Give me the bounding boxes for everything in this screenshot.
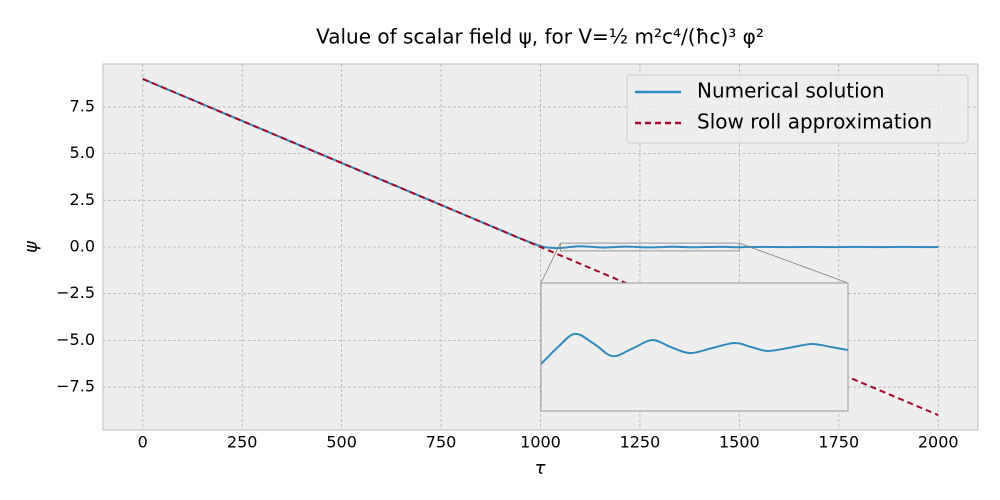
legend-label: Numerical solution [697,79,885,103]
axes-frame [102,63,979,431]
series-line [541,332,848,365]
inset-lines [541,332,848,365]
inset-area [540,282,849,412]
x-tick-label: 2000 [918,433,959,452]
x-tick-label: 1250 [620,433,661,452]
zoom-connector [540,242,561,284]
ticks: 0 250 500 750 1000 1250 1500 1750 2000 −7.5 −5.0 −2… [56,96,958,451]
x-tick-label: 250 [227,433,258,452]
y-tick-label: −5.0 [56,330,95,349]
y-tick-label: 0.0 [70,237,95,256]
x-tick-label: 1000 [520,433,561,452]
x-tick-label: 500 [326,433,357,452]
series-line [142,78,939,416]
zoom-connector [739,242,849,284]
chart-title: Value of scalar field ψ, for V=½ m²c⁴/(ħ… [316,25,764,49]
x-tick-label: 1500 [719,433,760,452]
zoom-box [559,242,740,252]
x-axis-label: τ [535,458,546,479]
y-tick-label: 7.5 [70,96,95,115]
inset [540,242,849,412]
x-tick-label: 1750 [818,433,859,452]
y-tick-label: −2.5 [56,283,95,302]
y-tick-label: 2.5 [70,190,95,209]
x-tick-label: 0 [138,433,148,452]
legend: Numerical solution Slow roll approximatio… [626,74,969,144]
y-tick-label: 5.0 [70,143,95,162]
legend-label: Slow roll approximation [697,110,932,134]
legend-box [626,74,969,144]
x-tick-label: 750 [426,433,457,452]
plot-lines [142,78,939,416]
y-axis-label: ψ [21,240,42,253]
y-tick-label: −7.5 [56,377,95,396]
